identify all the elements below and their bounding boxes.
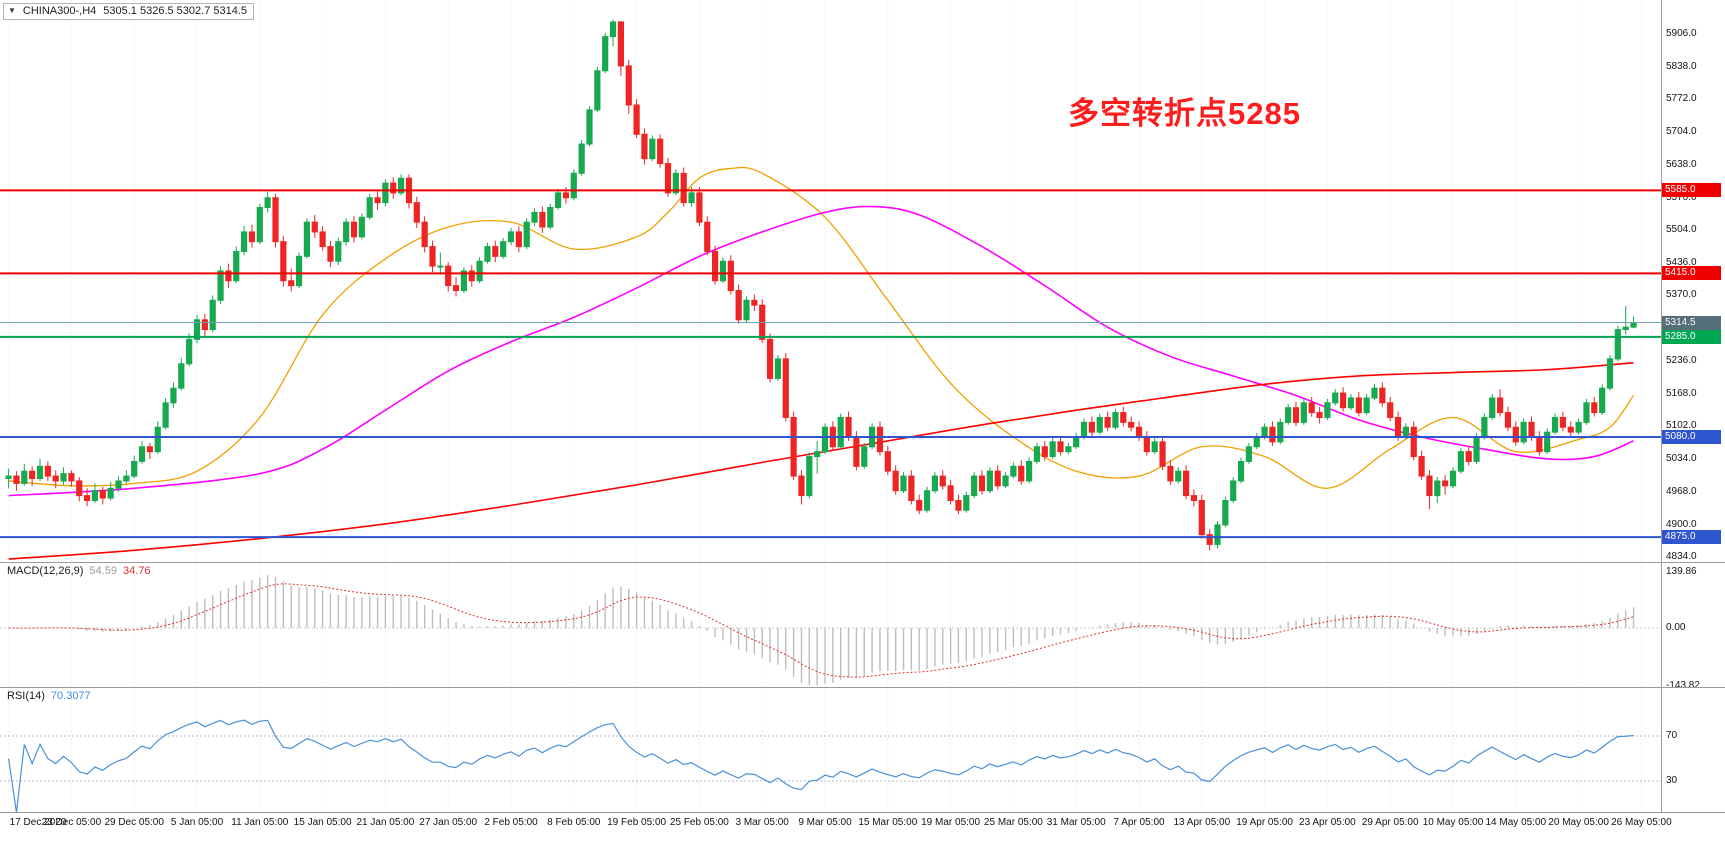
panel-separator	[0, 562, 1725, 563]
price-tick-label: 5772.0	[1666, 93, 1697, 105]
dropdown-triangle-icon[interactable]: ▼	[8, 6, 16, 15]
rsi-name: RSI(14)	[7, 690, 45, 702]
time-tick-label: 9 Mar 05:00	[798, 817, 852, 828]
ma-slow-line	[8, 361, 1634, 560]
price-badge-5415.0: 5415.0	[1661, 266, 1721, 281]
time-tick-label: 21 Jan 05:00	[356, 817, 415, 828]
price-axis[interactable]: 5906.05838.05772.05704.05638.05570.05504…	[1661, 0, 1725, 812]
time-tick-label: 19 Feb 05:00	[607, 817, 667, 828]
time-tick-label: 15 Jan 05:00	[293, 817, 352, 828]
rsi-chart[interactable]	[0, 687, 1661, 812]
time-tick-label: 11 Jan 05:00	[231, 817, 289, 828]
rsi-level-label: 30	[1666, 775, 1678, 786]
time-tick-label: 31 Mar 05:00	[1046, 817, 1106, 828]
time-tick-label: 26 May 05:00	[1611, 817, 1672, 828]
time-tick-label: 3 Mar 05:00	[735, 817, 789, 828]
time-axis[interactable]: 17 Dec 2020 23 Dec 05:00 29 Dec 05:00 5 Jan…	[0, 812, 1725, 841]
time-tick-label: 29 Apr 05:00	[1361, 817, 1419, 828]
rsi-panel[interactable]: RSI(14) 70.3077	[0, 687, 1661, 812]
chart-annotation-text: 多空转折点5285	[1068, 96, 1301, 131]
symbol-quote-box[interactable]: ▼ CHINA300-,H4 5305.1 5326.5 5302.7 5314…	[3, 3, 255, 20]
macd-main-value: 54.59	[89, 565, 117, 577]
time-tick-label: 20 May 05:00	[1548, 817, 1609, 828]
time-tick-label: 8 Feb 05:00	[547, 817, 601, 828]
price-tick-label: 5034.0	[1666, 453, 1697, 465]
macd-signal-value: 34.76	[122, 565, 151, 577]
macd-tick-label: 0.00	[1666, 622, 1686, 633]
ma-medium-line	[8, 205, 1634, 497]
ohlc-values: 5305.1 5326.5 5302.7 5314.5	[103, 5, 248, 17]
price-tick-label: 4968.0	[1666, 485, 1697, 497]
symbol-period-label: CHINA300-,H4	[22, 5, 97, 17]
macd-tick-label: -143.82	[1666, 679, 1700, 691]
time-tick-label: 5 Jan 05:00	[170, 817, 224, 828]
time-tick-label: 25 Mar 05:00	[983, 817, 1043, 828]
price-tick-label: 5370.0	[1666, 289, 1697, 301]
time-tick-label: 2 Feb 05:00	[484, 817, 538, 828]
main-chart-panel[interactable]: ▼ CHINA300-,H4 5305.1 5326.5 5302.7 5314…	[0, 0, 1661, 562]
price-badge-4875.0: 4875.0	[1661, 530, 1721, 545]
time-tick-label: 23 Apr 05:00	[1299, 817, 1356, 828]
price-badge-5314.5: 5314.5	[1661, 315, 1721, 330]
price-tick-label: 5236.0	[1666, 354, 1697, 366]
time-tick-label: 13 Apr 05:00	[1173, 817, 1231, 828]
ma-fast-line	[8, 166, 1635, 489]
price-tick-label: 4900.0	[1666, 518, 1697, 530]
time-tick-label: 14 May 05:00	[1485, 817, 1547, 828]
macd-chart[interactable]	[0, 562, 1661, 687]
price-tick-label: 5168.0	[1666, 388, 1697, 400]
rsi-indicator-label: RSI(14) 70.3077	[7, 690, 91, 702]
time-tick-label: 15 Mar 05:00	[858, 817, 918, 828]
time-tick-label: 10 May 05:00	[1422, 817, 1484, 828]
macd-name: MACD(12,26,9)	[7, 565, 84, 577]
candlestick-chart[interactable]	[0, 0, 1661, 562]
time-tick-label: 25 Feb 05:00	[669, 817, 729, 828]
time-tick-label: 19 Mar 05:00	[921, 817, 981, 828]
macd-tick-label: 139.86	[1666, 566, 1697, 577]
time-tick-label: 23 Dec 05:00	[41, 817, 102, 828]
price-tick-label: 5704.0	[1666, 126, 1697, 138]
price-tick-label: 4834.0	[1666, 551, 1697, 563]
macd-indicator-label: MACD(12,26,9) 54.59 34.76	[7, 565, 150, 577]
rsi-value: 70.3077	[50, 690, 91, 702]
price-tick-label: 5102.0	[1666, 420, 1697, 432]
price-tick-label: 5436.0	[1666, 257, 1697, 269]
rsi-level-label: 70	[1666, 730, 1678, 741]
price-tick-label: 5504.0	[1666, 223, 1697, 235]
time-tick-label: 29 Dec 05:00	[104, 817, 164, 828]
time-tick-label: 17 Dec 2020	[9, 817, 67, 828]
price-tick-label: 5838.0	[1666, 60, 1697, 72]
price-tick-label: 5906.0	[1666, 27, 1697, 39]
axis-separator	[1661, 0, 1662, 812]
panel-separator	[0, 812, 1725, 813]
time-tick-label: 27 Jan 05:00	[419, 817, 478, 828]
price-badge-5585.0: 5585.0	[1661, 183, 1721, 198]
time-tick-label: 7 Apr 05:00	[1113, 817, 1165, 828]
price-tick-label: 5638.0	[1666, 158, 1697, 170]
price-badge-5080.0: 5080.0	[1661, 430, 1721, 444]
price-badge-5285.0: 5285.0	[1661, 329, 1721, 344]
panel-separator	[0, 687, 1725, 688]
macd-panel[interactable]: MACD(12,26,9) 54.59 34.76	[0, 562, 1661, 687]
time-tick-label: 19 Apr 05:00	[1236, 817, 1293, 828]
